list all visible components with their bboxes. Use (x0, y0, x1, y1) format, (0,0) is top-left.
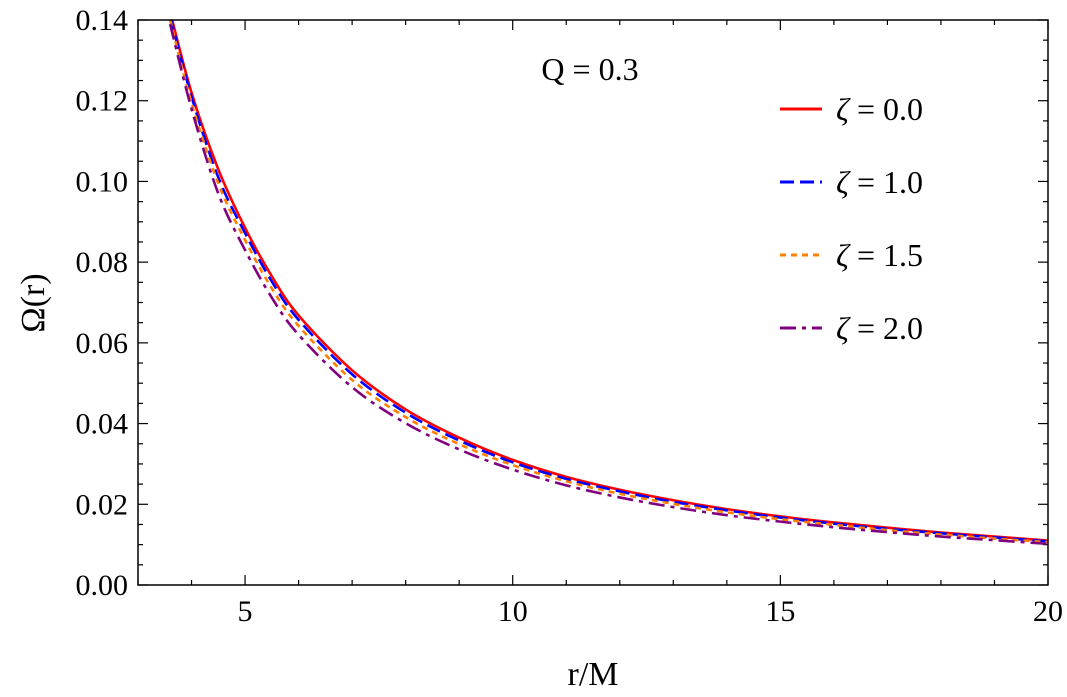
legend-value: = 0.0 (857, 91, 923, 127)
legend-item: ζ = 0.0 (780, 91, 923, 127)
legend-label: ζ = 0.0 (836, 91, 923, 127)
legend-label: ζ = 2.0 (836, 310, 923, 346)
y-tick-label: 0.08 (76, 246, 129, 279)
y-tick-label: 0.10 (76, 165, 129, 198)
legend-item: ζ = 1.0 (780, 164, 923, 200)
series-line-3 (168, 23, 1048, 546)
legend-item: ζ = 1.5 (780, 237, 923, 273)
legend-label: ζ = 1.0 (836, 164, 923, 200)
plot-frame (137, 19, 1049, 586)
annotation-label: Q = 0.3 (541, 51, 638, 87)
data-series (168, 20, 1048, 546)
y-tick-label: 0.02 (76, 488, 129, 521)
y-tick-label: 0.14 (76, 4, 129, 37)
legend-symbol: ζ (836, 164, 851, 200)
legend-label: ζ = 1.5 (836, 237, 923, 273)
legend-value: = 1.5 (857, 237, 923, 273)
legend-symbol: ζ (836, 91, 851, 127)
y-tick-label: 0.12 (76, 85, 129, 118)
y-axis-title: Ω(r) (15, 273, 52, 332)
y-tick-label: 0.04 (76, 408, 129, 441)
legend-value: = 2.0 (857, 310, 923, 346)
y-tick-label: 0.00 (76, 569, 129, 602)
legend-symbol: ζ (836, 237, 851, 273)
series-line-1 (169, 20, 1048, 543)
x-tick-label: 20 (1033, 595, 1063, 628)
legend: ζ = 0.0ζ = 1.0ζ = 1.5ζ = 2.0 (780, 91, 923, 346)
legend-item: ζ = 2.0 (780, 310, 923, 346)
tick-labels: 5 10 15 20 0.00 0.02 0.04 0.06 0.08 0.10 0.12 0.14 (76, 4, 1064, 628)
legend-symbol: ζ (836, 310, 851, 346)
y-tick-label: 0.06 (76, 327, 129, 360)
x-tick-label: 15 (765, 595, 795, 628)
legend-value: = 1.0 (857, 164, 923, 200)
x-axis-title: r/M (568, 656, 619, 693)
x-tick-label: 5 (238, 595, 253, 628)
x-tick-label: 10 (498, 595, 528, 628)
